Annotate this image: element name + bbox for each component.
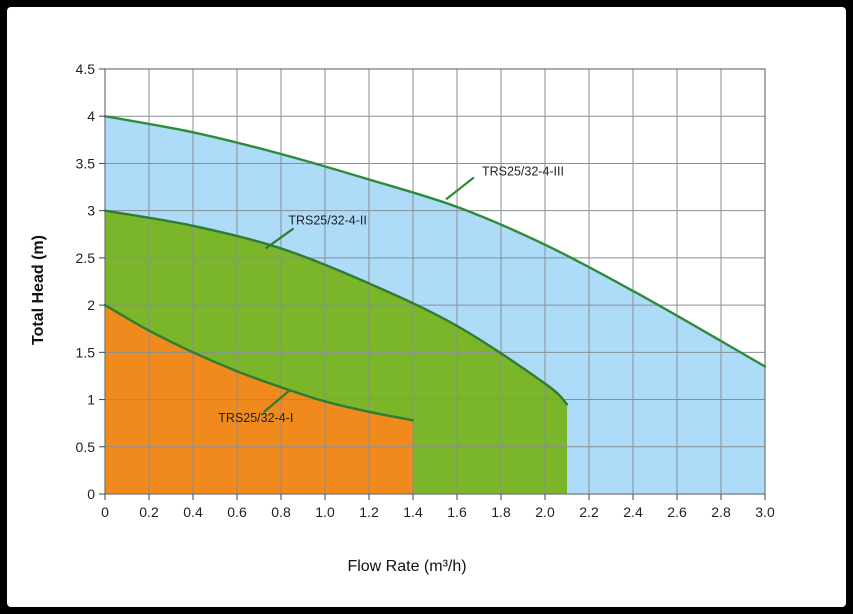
series-leader-trs25-32-4-iii (445, 176, 475, 201)
x-tick-label: 1.6 (447, 504, 467, 520)
x-tick-label: 2.4 (623, 504, 643, 520)
y-tick-label: 2.5 (76, 250, 96, 266)
x-tick-label: 2.2 (579, 504, 599, 520)
x-tick-label: 0.8 (271, 504, 291, 520)
y-tick-label: 1.5 (76, 344, 96, 360)
y-tick-label: 3 (87, 203, 95, 219)
x-tick-label: 1.0 (315, 504, 335, 520)
x-tick-label: 1.4 (403, 504, 423, 520)
y-axis-title: Total Head (m) (30, 235, 47, 345)
y-tick-label: 4.5 (76, 61, 96, 77)
y-tick-label: 0.5 (76, 439, 96, 455)
x-tick-label: 0 (101, 504, 109, 520)
y-tick-label: 3.5 (76, 155, 96, 171)
series-line-trs25-32-4-i (103, 303, 415, 422)
y-tick-label: 0 (87, 486, 95, 502)
x-tick-label: 1.2 (359, 504, 379, 520)
series-label-trs25-32-4-ii: TRS25/32-4-II (288, 213, 367, 227)
series-label-trs25-32-4-iii: TRS25/32-4-III (482, 164, 564, 178)
x-tick-label: 3.0 (755, 504, 775, 520)
x-tick-label: 1.8 (491, 504, 511, 520)
y-tick-label: 4 (87, 108, 95, 124)
series-line-trs25-32-4-iii (103, 115, 767, 368)
series-line-trs25-32-4-ii (103, 209, 569, 406)
x-tick-label: 0.6 (227, 504, 247, 520)
pump-curve-chart: 0 0.2 0.4 0.6 0.8 1.0 1.2 1.4 1.6 1.8 2.0 2.2 2.4 2.6… (30, 61, 775, 575)
x-tick-label: 0.2 (139, 504, 159, 520)
x-tick-label: 2.0 (535, 504, 555, 520)
x-tick-label: 0.4 (183, 504, 203, 520)
series-leader-trs25-32-4-ii (264, 227, 295, 250)
y-tick-label: 1 (87, 392, 95, 408)
x-tick-label: 2.8 (711, 504, 731, 520)
y-tick-label: 2 (87, 297, 95, 313)
series-leader-trs25-32-4-i (263, 389, 291, 413)
x-tick-label: 2.6 (667, 504, 687, 520)
plot-border (104, 68, 766, 495)
chart-frame: 0 0.2 0.4 0.6 0.8 1.0 1.2 1.4 1.6 1.8 2.0 2.2 2.4 2.6… (7, 7, 846, 607)
x-axis-title: Flow Rate (m³/h) (347, 558, 466, 575)
series-label-trs25-32-4-i: TRS25/32-4-I (218, 411, 293, 425)
